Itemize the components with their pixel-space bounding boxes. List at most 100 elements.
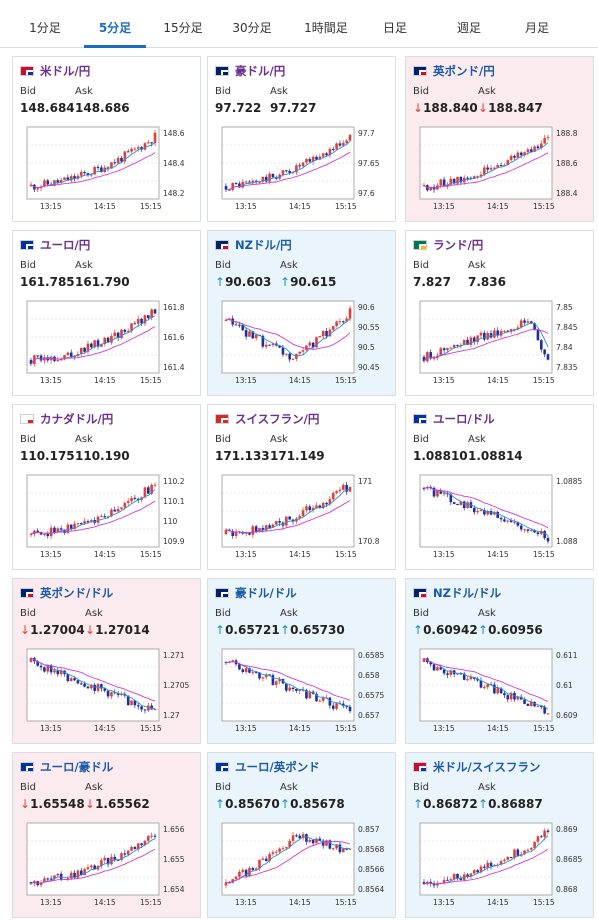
- candle-body: [90, 865, 93, 868]
- pair-name-link[interactable]: 米ドル/円: [40, 64, 91, 78]
- mini-candlestick-chart: 188.8 188.6 188.4 13:15 14:15 15:15: [419, 126, 578, 211]
- candle-body: [254, 334, 258, 339]
- rate-card[interactable]: 米ドル/円 Bid Ask 148.684 148.686 148.6 148.4 148.2…: [12, 56, 201, 222]
- candle-body: [295, 835, 298, 837]
- candle-body: [311, 507, 315, 511]
- mini-candlestick-chart: 171 170.8 13:15 14:15 15:15: [221, 474, 380, 559]
- candle-body: [301, 834, 305, 839]
- candle-body: [483, 332, 486, 340]
- rate-card[interactable]: ユーロ/豪ドル Bid Ask ↓1.65548 ↓1.65562 1.656 1.655 1…: [12, 752, 201, 918]
- candle-body: [59, 528, 63, 530]
- ma-short-line: [225, 317, 351, 357]
- arrow-up-icon: ↑: [478, 623, 489, 637]
- y-tick-label: 110: [163, 517, 178, 526]
- tab-6[interactable]: 日足: [382, 21, 407, 35]
- candle-body: [436, 667, 439, 671]
- candle-body: [53, 670, 56, 673]
- candle-body: [456, 503, 459, 506]
- pair-name-link[interactable]: 豪ドル/ドル: [235, 586, 297, 600]
- candle-body: [533, 323, 536, 331]
- flag-icon: [20, 588, 34, 598]
- candle-body: [315, 337, 318, 348]
- candle-body: [472, 507, 476, 513]
- candle-body: [479, 866, 483, 873]
- candle-body: [321, 153, 325, 157]
- candle-body: [311, 342, 315, 348]
- candle-body: [29, 882, 33, 884]
- pair-name-link[interactable]: ユーロ/豪ドル: [40, 760, 114, 774]
- candle-body: [523, 529, 526, 531]
- pair-name-link[interactable]: NZドル/ドル: [433, 586, 502, 600]
- tab-1[interactable]: 1分足: [29, 21, 61, 35]
- rate-card[interactable]: NZドル/ドル Bid Ask ↑0.60942 ↑0.60956 0.611 0.61 0.…: [405, 578, 594, 744]
- x-tick-label: 15:15: [533, 898, 555, 907]
- candle-body: [281, 848, 285, 850]
- pair-name-link[interactable]: 英ポンド/ドル: [40, 586, 114, 600]
- x-tick-label: 13:15: [235, 202, 257, 211]
- rate-card[interactable]: スイスフラン/円 Bid Ask 171.133 171.149 171 170.8 13:1…: [207, 404, 396, 570]
- candle-body: [100, 344, 103, 347]
- candle-body: [150, 484, 153, 494]
- pair-name-link[interactable]: ユーロ/ドル: [433, 412, 495, 426]
- candle-body: [523, 152, 526, 156]
- bid-label: Bid: [215, 782, 231, 793]
- candle-body: [529, 848, 533, 850]
- rate-card[interactable]: ユーロ/円 Bid Ask 161.785 161.790 161.8 161.6 161.4…: [12, 230, 201, 396]
- rate-card[interactable]: 豪ドル/ドル Bid Ask ↑0.65721 ↑0.65730 0.6585 0.658 0…: [207, 578, 396, 744]
- rate-card[interactable]: 英ポンド/円 Bid Ask ↓188.840 ↓188.847 188.8 188.6 18…: [405, 56, 594, 222]
- arrow-up-icon: ↑: [215, 797, 226, 811]
- ask-price: 7.836: [468, 275, 506, 289]
- bid-price: 90.603: [225, 275, 272, 289]
- rate-card[interactable]: NZドル/円 Bid Ask ↑90.603 ↑90.615 90.6 90.55 90.5 9…: [207, 230, 396, 396]
- pair-name-link[interactable]: 豪ドル/円: [235, 64, 286, 78]
- rate-card[interactable]: カナダドル/円 Bid Ask 110.175 110.190 110.2 110.1 110…: [12, 404, 201, 570]
- rate-card[interactable]: 米ドル/スイスフラン Bid Ask ↑0.86872 ↑0.86887 0.869 0.8…: [405, 752, 594, 918]
- candle-body: [536, 836, 540, 842]
- candle-body: [341, 142, 345, 146]
- candle-body: [442, 493, 446, 495]
- candle-body: [442, 669, 446, 674]
- rate-card[interactable]: ランド/円 Bid Ask 7.827 7.836 7.85 7.845 7.84 7.835 1…: [405, 230, 594, 396]
- mini-candlestick-chart: 0.869 0.8685 0.868 13:15 14:15 15:15: [419, 822, 582, 907]
- candle-body: [432, 487, 436, 497]
- candle-body: [83, 869, 86, 876]
- rate-card-header: 英ポンド/円: [413, 63, 495, 79]
- rate-card-header: ユーロ/円: [20, 237, 90, 253]
- candle-body: [422, 356, 426, 362]
- tab-8[interactable]: 月足: [524, 21, 549, 35]
- tab-7[interactable]: 週足: [456, 21, 481, 35]
- pair-name-link[interactable]: 米ドル/スイスフラン: [433, 760, 541, 774]
- rate-card[interactable]: ユーロ/英ポンド Bid Ask ↑0.85670 ↑0.85678 0.857 0.856…: [207, 752, 396, 918]
- pair-name-link[interactable]: ランド/円: [433, 238, 484, 252]
- candle-body: [69, 678, 73, 682]
- arrow-down-icon: ↓: [413, 101, 424, 115]
- candle-body: [536, 330, 540, 341]
- pair-name-link[interactable]: 英ポンド/円: [433, 64, 495, 78]
- tab-5[interactable]: 1時間足: [304, 21, 348, 35]
- rate-card[interactable]: ユーロ/ドル Bid Ask 1.08810 1.08814 1.0885 1.088 13:…: [405, 404, 594, 570]
- candle-body: [106, 337, 110, 343]
- y-tick-label: 1.655: [163, 855, 185, 864]
- tab-3[interactable]: 15分足: [163, 21, 203, 35]
- pair-name-link[interactable]: ユーロ/円: [40, 238, 91, 252]
- candle-body: [251, 331, 255, 339]
- candle-body: [462, 501, 466, 508]
- candle-body: [136, 705, 140, 707]
- bid-label: Bid: [413, 260, 429, 271]
- y-tick-label: 1.656: [163, 825, 185, 834]
- pair-name-link[interactable]: NZドル/円: [235, 238, 292, 252]
- candle-body: [506, 856, 510, 860]
- tab-2[interactable]: 5分足: [84, 0, 146, 48]
- rate-card[interactable]: 英ポンド/ドル Bid Ask ↓1.27004 ↓1.27014 1.271 1.2705…: [12, 578, 201, 744]
- y-tick-label: 97.7: [358, 129, 375, 138]
- candle-body: [509, 329, 513, 332]
- rate-card[interactable]: 豪ドル/円 Bid Ask 97.722 97.727 97.7 97.65 97.6 13:1…: [207, 56, 396, 222]
- candle-body: [224, 320, 228, 322]
- pair-name-link[interactable]: スイスフラン/円: [235, 412, 320, 426]
- candle-body: [93, 167, 96, 175]
- candle-body: [546, 137, 550, 139]
- pair-name-link[interactable]: ユーロ/英ポンド: [235, 760, 320, 774]
- pair-name-link[interactable]: カナダドル/円: [40, 412, 114, 426]
- candle-body: [150, 142, 153, 144]
- tab-4[interactable]: 30分足: [232, 21, 272, 35]
